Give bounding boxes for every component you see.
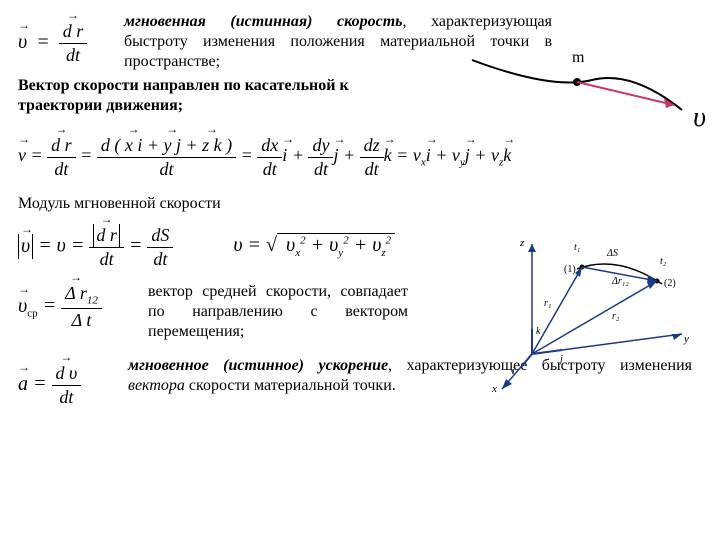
vec-r2: [532, 281, 657, 354]
text-avg: вектор средней скорости, совпадает по на…: [148, 282, 408, 342]
term-instant-velocity: мгновенная (истинная) скорость: [124, 13, 402, 30]
lbl-j: j: [558, 354, 563, 365]
m-dt1: dt: [96, 248, 118, 271]
m-sq1: 2: [300, 234, 306, 246]
sym-upsilon: υ: [18, 30, 27, 55]
m-sz: z: [381, 247, 385, 259]
eq-v-def: υ = d r dt: [18, 12, 108, 66]
m-sq2: 2: [343, 234, 349, 246]
e-dt4: dt: [310, 158, 332, 181]
e-dx: dx: [257, 134, 282, 158]
diagram-m-label: m: [572, 48, 584, 68]
text-tangent-content: Вектор скорости направлен по касательной…: [18, 77, 349, 114]
e-vx: v: [413, 145, 421, 165]
lbl-z: z: [519, 237, 525, 249]
row-avg: υср = Δ r12 Δ t вектор средней скорости,…: [18, 282, 702, 342]
e-i1: i: [282, 144, 287, 167]
lbl-y: y: [683, 333, 689, 345]
va-dt: Δ t: [68, 309, 96, 332]
m-dS: dS: [147, 224, 173, 248]
lbl-t1: t₁: [574, 242, 580, 253]
sym-dr: d r: [63, 20, 84, 43]
lbl-x: x: [491, 383, 497, 394]
text-magnitude: Модуль мгновенной скорости: [18, 195, 221, 212]
e-dt3: dt: [259, 158, 281, 181]
m-dt2: dt: [149, 248, 171, 271]
lbl-p1: (1): [564, 264, 576, 275]
lbl-t2: t₂: [660, 256, 667, 267]
e-vy: v: [452, 145, 460, 165]
eq-accel: a = d υdt: [18, 356, 108, 408]
lbl-i: i: [512, 366, 515, 377]
m-vx: υ: [286, 234, 295, 256]
lbl-p2: (2): [664, 278, 676, 289]
e-k1: k: [384, 144, 392, 167]
lbl-dS: ΔS: [606, 248, 618, 259]
e-dt1: dt: [50, 158, 72, 181]
m-sx: x: [295, 247, 300, 259]
e-zk: z k: [202, 134, 222, 157]
text-accel-tail: скорости материальной точки.: [185, 377, 396, 394]
vec-r1: [532, 267, 582, 354]
eq-mag-right: υ = √ υx2 + υy2 + υz2: [233, 233, 395, 261]
diagram-coords: z y x k j i t₁ t₂ (1) (2) ΔS Δr₁₂ r₁ r₂: [482, 234, 702, 394]
a-du: d υ: [56, 362, 78, 385]
lbl-k: k: [536, 326, 541, 337]
e-dt5: dt: [361, 158, 383, 181]
m-vy: υ: [329, 234, 338, 256]
m-u: υ: [21, 234, 30, 259]
e-k2: k: [503, 144, 511, 167]
m-sy: y: [338, 247, 343, 259]
m-sq3: 2: [386, 234, 392, 246]
text-avg-content: вектор средней скорости, совпадает по на…: [148, 283, 408, 340]
lbl-r1: r₁: [544, 298, 551, 309]
diagram-upsilon: υ: [693, 100, 706, 135]
e-j1: j: [333, 144, 338, 167]
e-dt2: dt: [155, 158, 177, 181]
eq-v-expanded: v = d rdt = d ( x i + y j + z k ) dt = d…: [18, 134, 702, 180]
text-accel-vector: вектора: [128, 377, 185, 394]
e-yj: y j: [163, 134, 181, 157]
frac-drdt: d r dt: [59, 20, 88, 66]
e-dy: dy: [308, 134, 333, 158]
e-dr: d r: [51, 134, 72, 157]
m-dr: d r: [96, 224, 117, 247]
uvec-i: [522, 354, 532, 366]
va-dr: Δ r: [65, 282, 87, 305]
e-xi: x i: [125, 134, 143, 157]
e-dz: dz: [360, 134, 384, 158]
coord-svg: z y x k j i t₁ t₂ (1) (2) ΔS Δr₁₂ r₁ r₂: [482, 234, 702, 394]
va-u: υ: [18, 294, 27, 319]
diagram-trajectory: m υ: [462, 50, 702, 130]
sym-dt: dt: [62, 44, 84, 67]
axis-y-arrow: [672, 334, 682, 340]
a-a: a: [18, 372, 28, 397]
sym-eq: =: [36, 31, 50, 53]
axis-x-arrow: [502, 379, 512, 389]
row-tangent: Вектор скорости направлен по касательной…: [18, 76, 702, 116]
lbl-r2: r₂: [612, 311, 620, 322]
e-j2: j: [465, 144, 470, 167]
e-i2: i: [426, 144, 431, 167]
va-sub: ср: [27, 308, 37, 320]
a-dt: dt: [55, 386, 77, 409]
va-12: 12: [87, 295, 98, 307]
e-vz: v: [491, 145, 499, 165]
sym-v: v: [18, 144, 26, 167]
term-accel: мгновенное (истинное) ускорение: [128, 357, 388, 374]
lbl-dr12: Δr₁₂: [611, 276, 629, 287]
axis-z-arrow: [528, 244, 536, 252]
heading-magnitude: Модуль мгновенной скорости: [18, 194, 702, 214]
text-tangent: Вектор скорости направлен по касательной…: [18, 76, 398, 116]
m-vz: υ: [372, 234, 381, 256]
eq-mag-left: υ = υ = d rdt = dSdt: [18, 224, 173, 270]
eq-vavg: υср = Δ r12 Δ t: [18, 282, 128, 332]
